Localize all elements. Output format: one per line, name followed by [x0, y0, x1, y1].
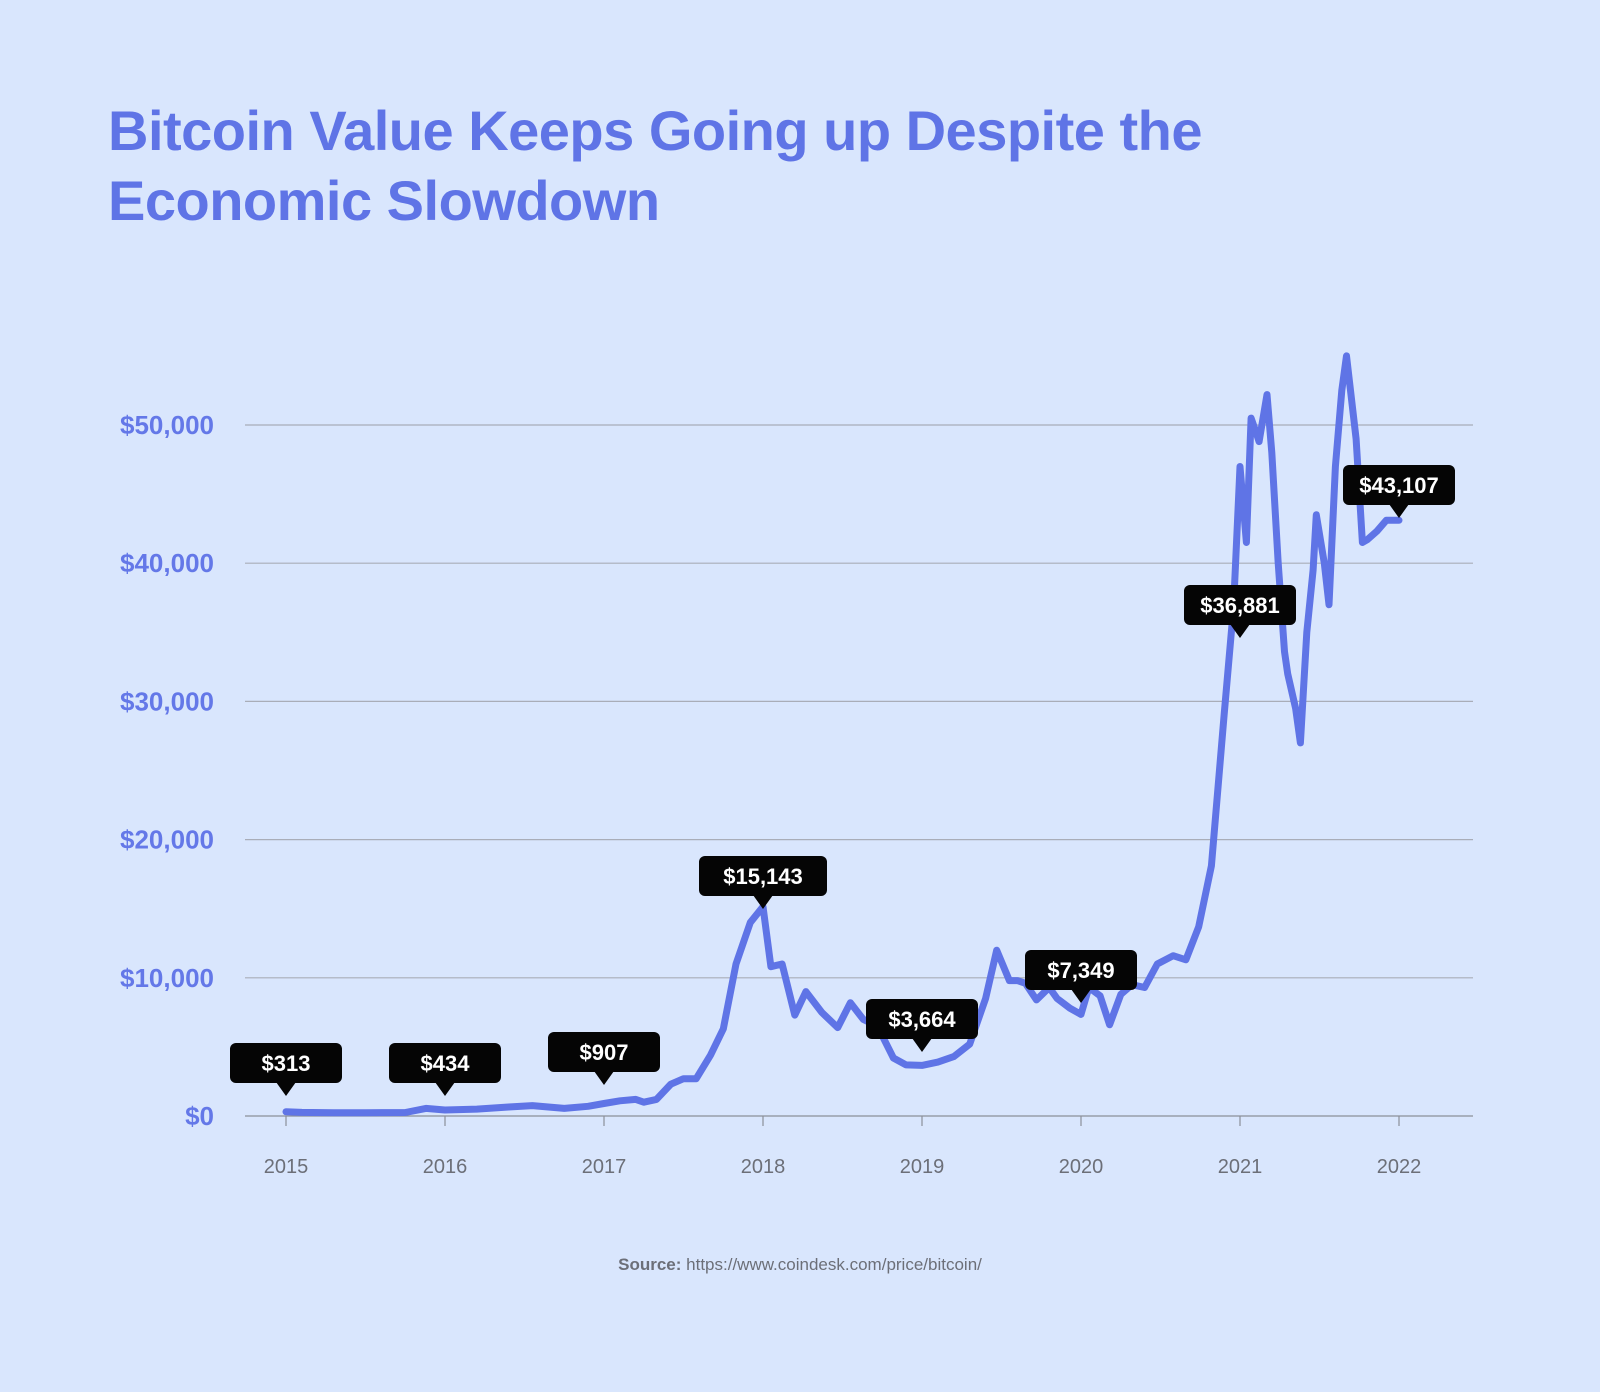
callout-label: $15,143 — [723, 864, 803, 889]
callout-pointer — [276, 1082, 296, 1096]
x-tick-label: 2019 — [900, 1156, 945, 1178]
price-line — [282, 352, 1403, 1117]
callout-pointer — [753, 895, 773, 909]
source-note: Source: https://www.coindesk.com/price/b… — [0, 1255, 1600, 1275]
x-tick-label: 2021 — [1218, 1156, 1263, 1178]
callout-label: $313 — [262, 1051, 311, 1076]
x-tick-label: 2016 — [423, 1156, 468, 1178]
callout-label: $43,107 — [1359, 473, 1439, 498]
source-label: Source: — [618, 1255, 682, 1274]
callout-box — [230, 1043, 342, 1083]
callout-pointer — [912, 1038, 932, 1052]
y-tick-label: $50,000 — [120, 410, 214, 440]
x-tick-label: 2020 — [1059, 1156, 1104, 1178]
callout-box — [389, 1043, 501, 1083]
callout-pointer — [1230, 624, 1250, 638]
chart-title: Bitcoin Value Keeps Going up Despite the… — [108, 99, 1202, 232]
callout-box — [699, 856, 827, 896]
y-tick-label: $0 — [185, 1101, 214, 1131]
callout-label: $7,349 — [1047, 958, 1114, 983]
x-tick-label: 2015 — [264, 1156, 309, 1178]
callout-label: $36,881 — [1200, 593, 1280, 618]
callout-label: $3,664 — [888, 1007, 956, 1032]
y-tick-label: $40,000 — [120, 548, 214, 578]
callout-box — [1025, 950, 1137, 990]
callout-pointer — [1071, 989, 1091, 1003]
callout-label: $907 — [580, 1040, 629, 1065]
y-tick-label: $10,000 — [120, 963, 214, 993]
callout-pointer — [435, 1082, 455, 1096]
x-tick-label: 2018 — [741, 1156, 786, 1178]
source-url: https://www.coindesk.com/price/bitcoin/ — [686, 1255, 982, 1274]
y-tick-label: $30,000 — [120, 686, 214, 716]
callout-box — [866, 999, 978, 1039]
callout-label: $434 — [421, 1051, 471, 1076]
x-tick-label: 2022 — [1377, 1156, 1422, 1178]
callout-pointer — [594, 1071, 614, 1085]
callout-pointer — [1389, 504, 1409, 518]
callout-box — [1343, 465, 1455, 505]
y-tick-label: $20,000 — [120, 825, 214, 855]
x-tick-label: 2017 — [582, 1156, 627, 1178]
callout-box — [548, 1032, 660, 1072]
callout-box — [1184, 585, 1296, 625]
